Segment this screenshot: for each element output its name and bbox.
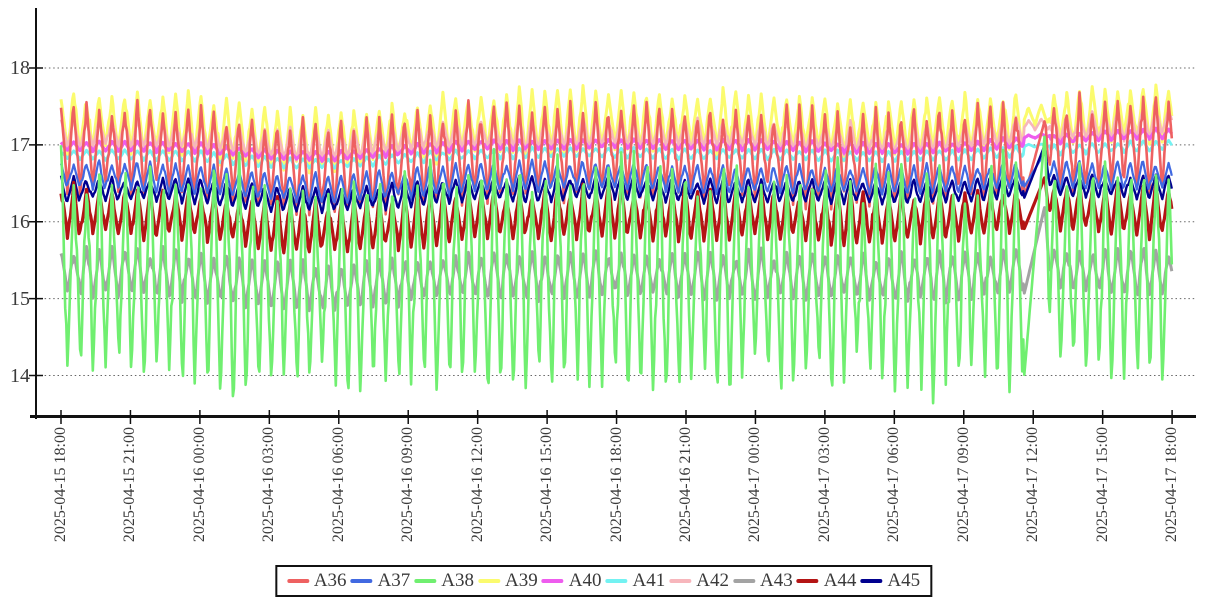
legend-item-A42[interactable]: A42 [669, 570, 729, 592]
legend-label-A41: A41 [632, 570, 666, 591]
legend-swatch-A39 [478, 579, 501, 583]
legend-label-A43: A43 [759, 570, 793, 591]
x-tick-label-0: 2025-04-15 18:00 [52, 427, 69, 543]
legend-swatch-A36 [286, 579, 309, 583]
legend-label-A45: A45 [887, 570, 921, 591]
legend-item-A44[interactable]: A44 [796, 570, 857, 592]
series-line-A42 [59, 107, 1174, 162]
x-tick-label-8: 2025-04-16 18:00 [607, 427, 625, 543]
legend-swatch-A40 [541, 579, 564, 583]
series-line-A44 [59, 176, 1174, 255]
legend-swatch-A37 [350, 579, 373, 583]
legend-item-A36[interactable]: A36 [286, 570, 347, 592]
legend-item-A45[interactable]: A45 [860, 570, 920, 592]
x-tick-label-10: 2025-04-17 00:00 [746, 427, 764, 543]
x-tick-label-16: 2025-04-17 18:00 [1163, 427, 1181, 543]
x-tick-label-3: 2025-04-16 03:00 [260, 427, 278, 543]
legend-item-A43[interactable]: A43 [732, 570, 793, 592]
x-tick-label-2: 2025-04-16 00:00 [190, 427, 208, 543]
series-line-A38 [59, 135, 1174, 405]
series-line-A45 [59, 144, 1173, 215]
legend-label-A44: A44 [823, 570, 857, 591]
x-tick-label-12: 2025-04-17 06:00 [885, 427, 903, 543]
x-tick-label-6: 2025-04-16 12:00 [468, 427, 486, 543]
legend-label-A38: A38 [441, 570, 475, 591]
y-tick-label-15: 15 [10, 287, 30, 310]
x-tick-label-9: 2025-04-16 21:00 [676, 427, 694, 543]
x-tick-label-11: 2025-04-17 03:00 [815, 427, 833, 543]
y-tick-label-17: 17 [10, 133, 30, 156]
x-tick-label-7: 2025-04-16 15:00 [538, 427, 556, 543]
legend-item-A41[interactable]: A41 [605, 570, 666, 592]
x-tick-label-14: 2025-04-17 12:00 [1024, 427, 1042, 543]
legend-label-A39: A39 [505, 570, 538, 591]
legend-swatch-A42 [669, 579, 692, 583]
legend-item-A40[interactable]: A40 [541, 570, 602, 592]
y-tick-label-18: 18 [10, 57, 30, 79]
y-tick-label-14: 14 [10, 364, 30, 387]
legend-swatch-A38 [414, 579, 437, 583]
legend-swatch-A44 [796, 579, 819, 583]
x-tick-label-1: 2025-04-15 21:00 [121, 427, 139, 543]
legend-label-A36: A36 [313, 570, 347, 591]
legend: A36 A37 A38 A39 A40 A41 A42 A43 A44 A45 [274, 565, 933, 597]
legend-item-A37[interactable]: A37 [350, 570, 411, 592]
legend-label-A37: A37 [377, 570, 411, 591]
x-tick-label-13: 2025-04-17 09:00 [954, 427, 972, 543]
legend-swatch-A45 [860, 579, 883, 583]
x-tick-label-4: 2025-04-16 06:00 [329, 427, 347, 543]
x-tick-label-15: 2025-04-17 15:00 [1093, 427, 1111, 543]
legend-label-A40: A40 [568, 570, 602, 591]
legend-swatch-A41 [605, 579, 628, 583]
legend-item-A38[interactable]: A38 [414, 570, 474, 592]
y-tick-label-16: 16 [10, 210, 30, 233]
series-line-A37 [59, 151, 1173, 206]
legend-item-A39[interactable]: A39 [478, 570, 538, 592]
legend-swatch-A43 [732, 579, 755, 583]
legend-label-A42: A42 [696, 570, 729, 591]
x-tick-label-5: 2025-04-16 09:00 [399, 427, 417, 543]
